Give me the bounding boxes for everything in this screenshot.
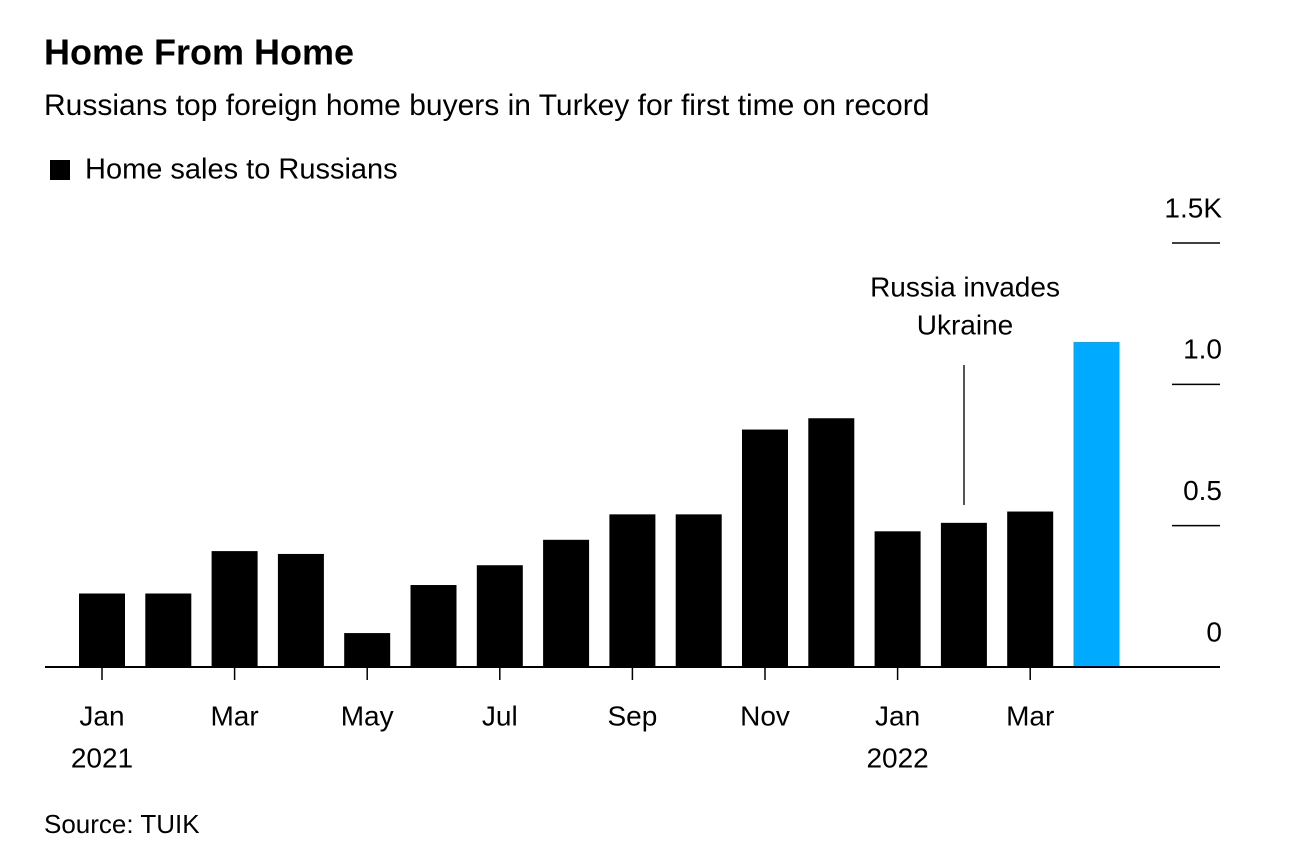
x-year-label: 2022	[866, 742, 928, 773]
chart-title: Home From Home	[44, 32, 354, 73]
y-tick-label: 1.5K	[1164, 192, 1222, 223]
bar	[344, 633, 391, 667]
x-year-label: 2021	[71, 742, 133, 773]
annotation: Russia invades	[870, 271, 1060, 302]
bar	[808, 418, 855, 667]
legend-swatch	[50, 160, 70, 180]
bar	[79, 593, 125, 667]
bar	[476, 565, 523, 667]
x-tick-label: Mar	[1006, 700, 1054, 731]
bar	[609, 514, 656, 667]
bar	[277, 553, 324, 667]
bar	[145, 593, 192, 667]
x-tick-label: Jan	[79, 700, 124, 731]
x-tick-label: Jul	[482, 700, 518, 731]
bar	[675, 514, 722, 667]
x-tick-label: May	[341, 700, 394, 731]
bar	[211, 551, 258, 667]
bar	[1073, 341, 1120, 667]
x-tick-label: Nov	[740, 700, 790, 731]
x-tick-label: Sep	[607, 700, 657, 731]
x-tick-label: Jan	[875, 700, 920, 731]
y-tick-label: 1.0	[1183, 334, 1222, 365]
y-tick-label: 0	[1206, 616, 1222, 647]
bar	[1007, 511, 1054, 667]
annotation: Ukraine	[917, 309, 1013, 340]
y-tick-label: 0.5	[1183, 475, 1222, 506]
source: Source: TUIK	[44, 809, 200, 839]
x-tick-label: Mar	[210, 700, 258, 731]
bar	[543, 539, 590, 667]
bar	[742, 429, 788, 667]
chart-subtitle: Russians top foreign home buyers in Turk…	[44, 89, 929, 122]
bar	[940, 522, 987, 667]
bar	[410, 585, 457, 667]
legend-label: Home sales to Russians	[85, 154, 398, 186]
bar	[874, 531, 921, 667]
